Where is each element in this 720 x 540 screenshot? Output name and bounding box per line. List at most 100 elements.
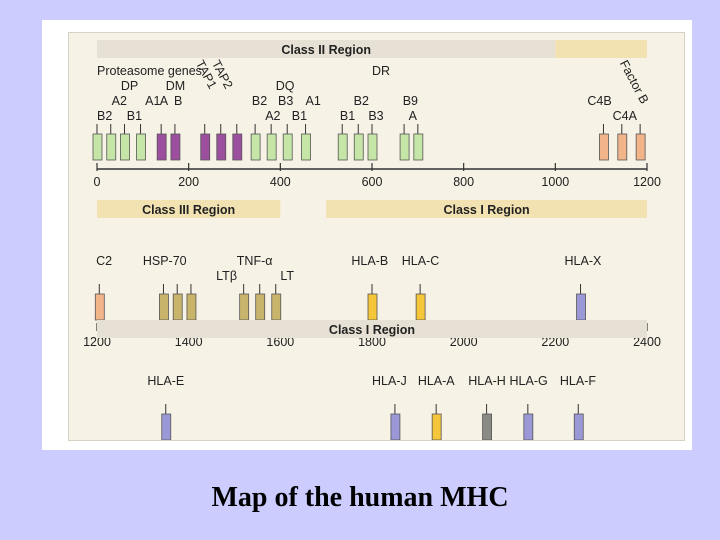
- gene-label: B3: [278, 94, 293, 108]
- region-band: [555, 40, 647, 58]
- axis-tick-label: 1600: [266, 335, 294, 349]
- gene-label: B2: [354, 94, 369, 108]
- gene-label: HLA-X: [565, 254, 602, 268]
- gene-label: A: [409, 109, 418, 123]
- gene-label: C2: [96, 254, 112, 268]
- axis-tick-label: 0: [94, 175, 101, 189]
- gene-box: [250, 133, 261, 161]
- gene-box: [94, 293, 105, 321]
- gene-box: [200, 133, 211, 161]
- gene-box: [599, 133, 609, 161]
- gene-label: C4A: [613, 109, 638, 123]
- gene-box: [399, 133, 410, 161]
- axis-tick-label: 1200: [83, 335, 111, 349]
- gene-box: [353, 133, 364, 161]
- gene-box: [367, 293, 378, 321]
- gene-label: HLA-A: [418, 374, 455, 388]
- axis-tick-label: 400: [270, 175, 291, 189]
- gene-label: B1: [340, 109, 355, 123]
- gene-box: [186, 293, 197, 321]
- gene-box: [617, 133, 628, 161]
- gene-label: HLA-F: [560, 374, 596, 388]
- gene-box: [266, 133, 277, 161]
- gene-label: B1: [292, 109, 307, 123]
- axis-tick-label: 1200: [633, 175, 661, 189]
- gene-label: HLA-C: [402, 254, 440, 268]
- region-label: Class I Region: [329, 323, 415, 337]
- region-band: [97, 40, 556, 58]
- gene-box: [172, 293, 183, 321]
- gene-box: [161, 413, 172, 440]
- region-label: Class II Region: [281, 43, 371, 57]
- gene-box: [431, 413, 442, 440]
- axis-tick-label: 800: [453, 175, 474, 189]
- gene-label: HLA-J: [372, 374, 407, 388]
- caption: Map of the human MHC: [211, 482, 509, 513]
- gene-label: DR: [372, 64, 390, 78]
- gene-label-rotated: Factor B: [617, 58, 652, 106]
- gene-label: TNF-α: [237, 254, 273, 268]
- region-band: [97, 320, 647, 338]
- gene-box: [156, 133, 167, 161]
- gene-box: [282, 133, 293, 161]
- axis-tick-label: 1400: [175, 335, 203, 349]
- gene-label: B1: [127, 109, 142, 123]
- gene-box: [367, 133, 378, 161]
- gene-label: LTβ: [216, 269, 237, 283]
- gene-box: [413, 133, 424, 161]
- gene-label: B9: [403, 94, 418, 108]
- gene-box: [120, 133, 130, 161]
- mhc-map-panel: Class II Region Proteasome genes DP DM DQ DR A…: [68, 32, 685, 441]
- map-row-3: Class I Region HLA-E HLA-J HLA-A HLA-H HLA-G H…: [97, 320, 647, 440]
- gene-label: A1: [306, 94, 321, 108]
- gene-box: [573, 413, 584, 440]
- gene-label: C4B: [587, 94, 611, 108]
- gene-box: [635, 133, 646, 161]
- gene-box: [337, 133, 348, 161]
- gene-box: [216, 133, 227, 161]
- gene-label: A: [160, 94, 169, 108]
- figure-frame: Class II Region Proteasome genes DP DM DQ DR A…: [42, 20, 692, 450]
- gene-label: DM: [166, 79, 185, 93]
- gene-box: [170, 133, 181, 161]
- gene-label: B3: [368, 109, 383, 123]
- gene-label: HLA-G: [510, 374, 548, 388]
- gene-label: HLA-H: [468, 374, 506, 388]
- axis-tick-label: 1000: [541, 175, 569, 189]
- region-label: Class III Region: [142, 203, 235, 217]
- gene-label: HLA-B: [351, 254, 388, 268]
- gene-label: A2: [112, 94, 127, 108]
- gene-box: [106, 133, 117, 161]
- region-band: [97, 200, 281, 218]
- axis-tick-label: 1800: [358, 335, 386, 349]
- gene-label: HLA-E: [147, 374, 184, 388]
- gene-label: A2: [265, 109, 280, 123]
- gene-label: B2: [252, 94, 267, 108]
- axis-tick-label: 600: [362, 175, 383, 189]
- axis-tick-label: 2200: [541, 335, 569, 349]
- gene-box: [523, 413, 534, 440]
- gene-label: DQ: [276, 79, 295, 93]
- gene-label: A1: [145, 94, 160, 108]
- gene-label: B: [174, 94, 182, 108]
- gene-box: [576, 293, 586, 321]
- gene-label: HSP-70: [143, 254, 187, 268]
- gene-box: [136, 133, 146, 161]
- region-band: [326, 200, 647, 218]
- gene-box: [255, 293, 266, 321]
- region-label: Class I Region: [444, 203, 530, 217]
- gene-box: [92, 133, 103, 161]
- gene-label: DP: [121, 79, 138, 93]
- axis-tick-label: 2000: [450, 335, 478, 349]
- gene-label: Proteasome genes: [97, 64, 202, 78]
- gene-box: [415, 293, 426, 321]
- axis-tick-label: 2400: [633, 335, 661, 349]
- gene-label: LT: [280, 269, 294, 283]
- gene-box: [232, 133, 243, 161]
- gene-label: B2: [97, 109, 112, 123]
- gene-box: [390, 413, 401, 440]
- axis-tick-label: 200: [178, 175, 199, 189]
- gene-box: [301, 133, 311, 161]
